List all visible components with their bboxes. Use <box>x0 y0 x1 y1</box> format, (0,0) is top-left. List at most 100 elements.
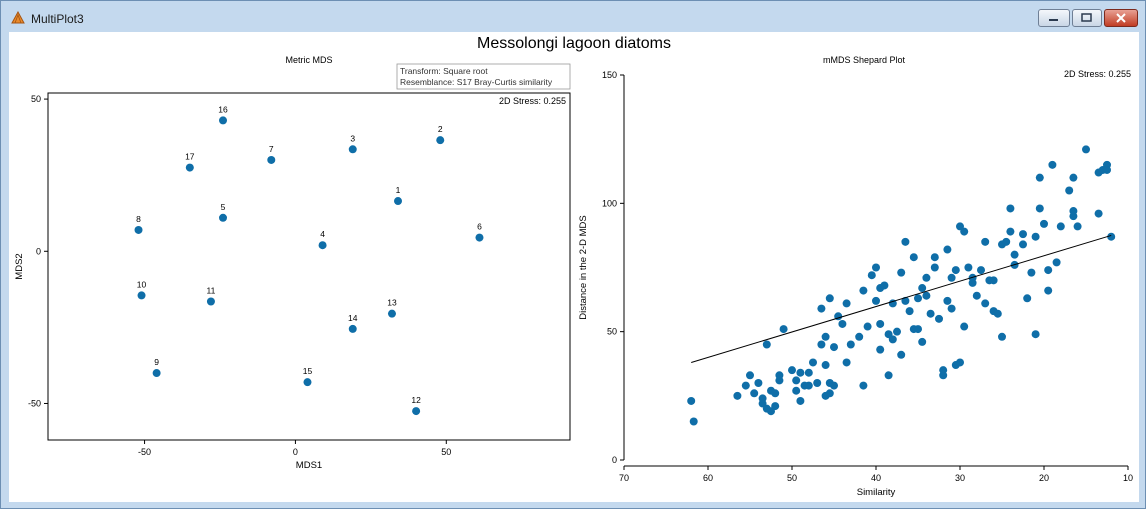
mds-point-label: 2 <box>438 124 443 134</box>
shepard-point <box>1040 219 1048 228</box>
shepard-point <box>1065 186 1074 195</box>
shepard-point <box>1082 145 1090 154</box>
shepard-point <box>922 291 931 300</box>
shepard-point <box>1094 209 1103 218</box>
shepard-point <box>998 332 1006 341</box>
mds-point <box>348 324 357 333</box>
shepard-point <box>1031 330 1040 339</box>
mds-point-label: 15 <box>303 366 313 376</box>
mds-point <box>387 309 396 318</box>
mds-point-label: 17 <box>185 152 195 162</box>
shepard-point <box>888 299 897 308</box>
mds-point <box>475 233 484 242</box>
shepard-point <box>1069 173 1078 182</box>
mds-point-label: 6 <box>477 222 482 232</box>
shepard-point <box>817 340 826 349</box>
shepard-point <box>1103 165 1111 174</box>
close-icon <box>1116 13 1126 23</box>
shepard-point <box>972 291 981 300</box>
mds-point <box>219 116 228 125</box>
shepard-point <box>901 237 910 246</box>
shepard-point <box>825 389 834 398</box>
shepard-point <box>1052 258 1061 267</box>
shepard-point <box>1010 250 1019 259</box>
mds-point <box>348 145 357 154</box>
mds-point-label: 5 <box>221 202 226 212</box>
mds-x-tick-label: 0 <box>293 447 298 457</box>
minimize-button[interactable] <box>1038 9 1070 27</box>
mds-point-label: 16 <box>218 104 228 114</box>
shepard-point <box>796 396 805 405</box>
shepard-point <box>733 391 742 400</box>
mds-info-line: Resemblance: S17 Bray-Curtis similarity <box>400 77 553 87</box>
shepard-point <box>897 268 906 277</box>
shepard-point <box>981 237 990 246</box>
mds-x-axis-label: MDS1 <box>296 460 322 471</box>
shepard-x-tick-label: 50 <box>787 473 797 483</box>
close-button[interactable] <box>1104 9 1138 27</box>
mds-point <box>206 297 215 306</box>
shepard-point <box>918 284 927 293</box>
shepard-point <box>842 299 851 308</box>
mds-y-tick-label: -50 <box>28 398 41 408</box>
shepard-point <box>817 304 826 313</box>
shepard-point <box>792 386 801 395</box>
shepard-point <box>989 276 998 285</box>
shepard-point <box>888 335 897 344</box>
shepard-stress-label: 2D Stress: 0.255 <box>1064 69 1131 79</box>
shepard-point <box>1035 173 1044 182</box>
shepard-point <box>821 332 830 341</box>
shepard-point <box>960 227 969 236</box>
mds-info-line: Transform: Square root <box>400 66 488 76</box>
shepard-point <box>897 350 906 359</box>
shepard-point <box>1023 294 1032 303</box>
shepard-point <box>914 325 922 334</box>
mds-point <box>219 213 228 222</box>
shepard-point <box>842 358 851 367</box>
shepard-point <box>867 271 876 280</box>
shepard-point <box>960 322 969 331</box>
shepard-point <box>947 273 956 282</box>
shepard-y-tick-label: 50 <box>607 327 617 337</box>
shepard-point <box>1019 240 1027 249</box>
shepard-point <box>1006 204 1015 213</box>
shepard-point <box>1048 160 1057 169</box>
mds-frame <box>47 92 571 441</box>
shepard-point <box>792 376 801 385</box>
shepard-point <box>758 394 767 403</box>
shepard-point <box>804 368 813 377</box>
maximize-button[interactable] <box>1072 9 1102 27</box>
shepard-point <box>788 366 796 375</box>
minimize-icon <box>1049 19 1058 21</box>
mds-point <box>267 155 276 164</box>
shepard-point <box>859 286 868 295</box>
mds-point-label: 4 <box>320 229 325 239</box>
shepard-point <box>964 263 973 272</box>
shepard-point <box>930 253 939 262</box>
shepard-point <box>746 371 754 380</box>
mds-point <box>394 197 403 206</box>
shepard-point <box>926 309 935 318</box>
shepard-point <box>939 366 948 375</box>
shepard-point <box>947 304 956 313</box>
shepard-point <box>893 327 901 336</box>
shepard-x-tick-label: 60 <box>703 473 713 483</box>
shepard-point <box>901 296 910 305</box>
shepard-point <box>905 307 914 316</box>
mds-point-label: 1 <box>396 185 401 195</box>
shepard-point <box>981 299 990 308</box>
mds-point-label: 12 <box>411 395 421 405</box>
title-bar[interactable]: MultiPlot3 <box>1 1 1145 33</box>
shepard-point <box>1035 204 1044 213</box>
shepard-point <box>1107 232 1116 241</box>
shepard-point <box>968 278 977 287</box>
shepard-x-axis-label: Similarity <box>857 487 896 498</box>
shepard-point <box>1031 232 1040 241</box>
metric-mds-chart: Metric MDS Transform: Square rootResembla… <box>14 55 571 471</box>
shepard-point <box>775 371 784 380</box>
shepard-point <box>771 389 780 398</box>
plot-area: Messolongi lagoon diatoms Metric MDS Tran… <box>9 32 1139 502</box>
mds-point-label: 9 <box>154 357 159 367</box>
shepard-point <box>876 319 885 328</box>
shepard-point <box>796 368 805 377</box>
